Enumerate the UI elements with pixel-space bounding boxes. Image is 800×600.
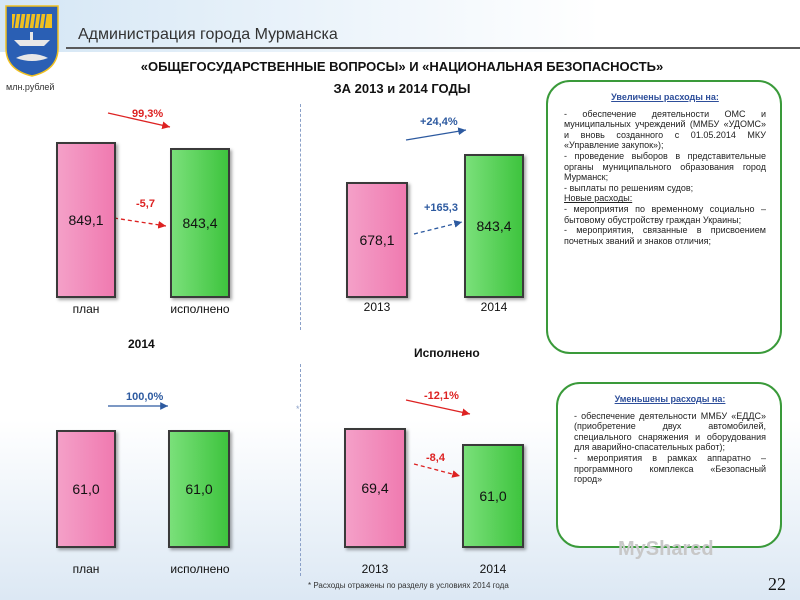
x-label-chart1-executed: исполнено	[170, 302, 230, 316]
bottom-divider	[300, 364, 301, 576]
bar-value-label: 843,4	[182, 215, 218, 231]
bar-value-label: 678,1	[359, 232, 395, 248]
increased-expenses-line: Новые расходы:	[564, 193, 633, 204]
arrow-pct-sec-2013-2014	[405, 399, 471, 417]
header-band	[0, 0, 800, 52]
x-label-chart2-2013: 2013	[363, 300, 391, 314]
admin-title: Администрация города Мурманска	[78, 26, 338, 43]
arrow-diff-plan-2014	[113, 217, 167, 229]
bar-chart3-plan: 61,0	[56, 430, 116, 548]
page-number: 22	[768, 574, 786, 594]
bar-chart2-2013: 678,1	[346, 182, 408, 298]
annotation-chart2-diff: +165,3	[424, 202, 458, 214]
x-label-chart3-plan: план	[72, 562, 100, 576]
page-title-line1: «ОБЩЕГОСУДАРСТВЕННЫЕ ВОПРОСЫ» И «НАЦИОНА…	[140, 59, 664, 74]
x-label-chart1-plan: план	[72, 302, 100, 316]
arrow-pct-2013-2014	[405, 127, 467, 141]
header-divider	[66, 47, 800, 49]
divider-marker: *	[296, 404, 300, 414]
bar-value-label: 843,4	[476, 218, 512, 234]
arrow-diff-2013-2014	[413, 220, 463, 235]
x-label-chart3-executed: исполнено	[170, 562, 230, 576]
increased-expenses-line: - обеспечение деятельности ОМС и муницип…	[564, 108, 766, 151]
x-label-chart2-2014: 2014	[480, 300, 508, 314]
annotation-chart1-pct: 99,3%	[132, 108, 164, 120]
annotation-chart4-diff: -8,4	[426, 452, 445, 464]
bar-chart1-executed: 843,4	[170, 148, 230, 298]
annotation-chart1-diff: -5,7	[136, 198, 155, 210]
bar-chart4-2013: 69,4	[344, 428, 406, 548]
bar-value-label: 61,0	[185, 481, 213, 497]
increased-expenses-line: - мероприятия по временному социально – …	[564, 203, 766, 225]
section-label-plan-year: 2014	[128, 337, 155, 351]
bar-chart3-executed: 61,0	[168, 430, 230, 548]
decreased-expenses-line: - мероприятия в рамках аппаратно – прогр…	[574, 452, 766, 485]
bar-value-label: 61,0	[72, 481, 100, 497]
arrow-diff-sec-2013-2014	[413, 463, 461, 478]
bar-chart2-2014: 843,4	[464, 154, 524, 298]
x-label-chart4-2014: 2014	[479, 562, 507, 576]
page-title-line2: ЗА 2013 и 2014 ГОДЫ	[333, 81, 471, 96]
top-divider	[300, 104, 301, 330]
decreased-expenses-box: Уменьшены расходы на: - обеспечение деят…	[556, 382, 782, 548]
unit-label: млн.рублей	[6, 82, 55, 92]
bar-chart4-2014: 61,0	[462, 444, 524, 548]
increased-expenses-line: - выплаты по решениям судов;	[564, 182, 694, 193]
increased-expenses-line: - проведение выборов в представительные …	[564, 150, 766, 183]
bar-value-label: 849,1	[68, 212, 104, 228]
increased-expenses-box: Увеличены расходы на: - обеспечение деят…	[546, 80, 782, 354]
annotation-chart4-pct: -12,1%	[424, 390, 459, 402]
x-label-chart4-2013: 2013	[361, 562, 389, 576]
bar-value-label: 61,0	[479, 488, 507, 504]
watermark: MyShared	[618, 538, 714, 560]
murmansk-coat-of-arms-logo	[5, 5, 59, 77]
increased-expenses-list: - обеспечение деятельности ОМС и муницип…	[564, 109, 766, 247]
section-label-executed: Исполнено	[414, 346, 480, 360]
annotation-chart3-pct: 100,0%	[126, 391, 164, 403]
decreased-expenses-list: - обеспечение деятельности ММБУ «ЕДДС» (…	[574, 411, 766, 485]
annotation-chart2-pct: +24,4%	[420, 116, 458, 128]
page-title: «ОБЩЕГОСУДАРСТВЕННЫЕ ВОПРОСЫ» И «НАЦИОНА…	[92, 56, 712, 100]
footnote: * Расходы отражены по разделу в условиях…	[308, 581, 509, 590]
increased-expenses-heading: Увеличены расходы на:	[611, 92, 719, 102]
decreased-expenses-heading: Уменьшены расходы на:	[614, 394, 726, 404]
decreased-expenses-line: - обеспечение деятельности ММБУ «ЕДДС» (…	[574, 410, 766, 453]
increased-expenses-line: - мероприятия, связанные в присвоением п…	[564, 225, 766, 246]
bar-value-label: 69,4	[361, 480, 389, 496]
bar-chart1-plan: 849,1	[56, 142, 116, 298]
